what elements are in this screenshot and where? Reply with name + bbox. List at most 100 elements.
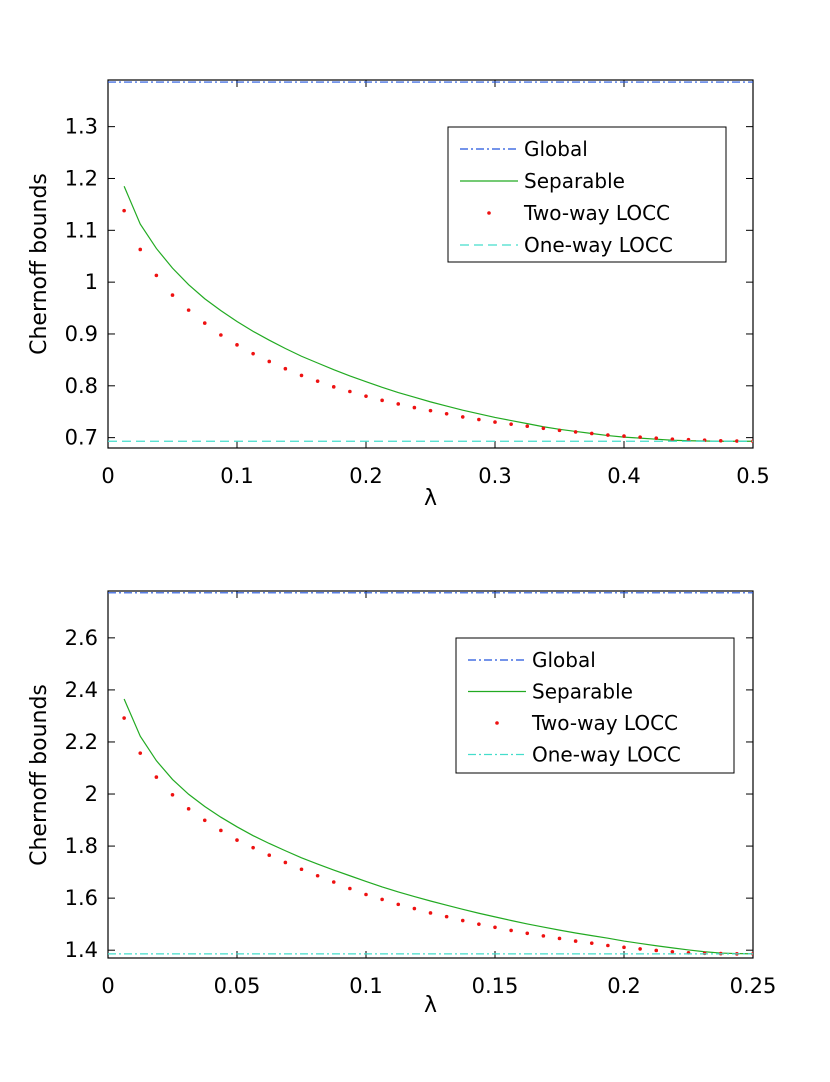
series-point-two-way-locc <box>396 902 401 907</box>
legend-label-two-way-locc: Two-way LOCC <box>523 201 670 225</box>
series-point-two-way-locc <box>525 424 530 429</box>
series-point-two-way-locc <box>589 941 594 945</box>
series-point-two-way-locc <box>718 438 723 443</box>
x-axis-label: λ <box>424 993 437 1018</box>
series-point-two-way-locc <box>202 818 207 823</box>
x-tick-label: 0 <box>101 464 114 488</box>
series-point-two-way-locc <box>444 411 449 416</box>
series-point-two-way-locc <box>186 807 191 811</box>
series-point-two-way-locc <box>428 911 433 915</box>
y-tick-label: 1.4 <box>65 938 98 962</box>
series-point-two-way-locc <box>235 343 239 347</box>
y-tick-label: 1.3 <box>65 115 98 139</box>
series-point-two-way-locc <box>460 918 465 923</box>
legend-label-global: Global <box>532 648 596 672</box>
x-tick-label: 0.5 <box>736 464 769 488</box>
series-point-two-way-locc <box>670 437 675 441</box>
series-point-two-way-locc <box>122 716 126 720</box>
x-axis-label: λ <box>424 486 437 511</box>
series-point-two-way-locc <box>154 775 159 779</box>
series-point-two-way-locc <box>573 430 578 434</box>
series-point-two-way-locc <box>460 415 465 419</box>
series-point-two-way-locc <box>557 428 562 433</box>
series-point-two-way-locc <box>654 948 659 953</box>
y-axis-label: Chernoff bounds <box>27 173 52 355</box>
series-point-two-way-locc <box>654 436 659 440</box>
series-point-two-way-locc <box>170 793 175 797</box>
y-tick-label: 1.8 <box>65 834 98 858</box>
x-tick-label: 0.2 <box>349 464 382 488</box>
series-group <box>108 592 753 956</box>
chart-panel-2: 0 0.05 0.1 0.15 0.2 0.25 1.4 1.6 1.8 2 2.2 2.4 2.6 λ C… <box>27 590 777 1018</box>
series-point-two-way-locc <box>219 828 223 833</box>
series-point-two-way-locc <box>315 873 320 878</box>
series-point-two-way-locc <box>638 947 642 951</box>
series-point-two-way-locc <box>670 949 675 954</box>
y-tick-label: 0.7 <box>65 426 98 450</box>
series-point-two-way-locc <box>735 439 739 443</box>
x-tick-label: 0.2 <box>607 974 640 998</box>
series-point-two-way-locc <box>477 922 481 926</box>
y-tick-label: 1.6 <box>65 886 98 910</box>
series-point-two-way-locc <box>267 359 272 364</box>
series-point-two-way-locc <box>428 408 433 413</box>
series-point-two-way-locc <box>444 914 449 919</box>
legend-label-separable: Separable <box>524 169 625 193</box>
series-point-two-way-locc <box>364 892 368 897</box>
series-point-two-way-locc <box>493 925 497 930</box>
series-point-two-way-locc <box>589 431 594 436</box>
series-point-two-way-locc <box>638 435 642 439</box>
series-line-separable <box>123 186 753 442</box>
series-point-two-way-locc <box>331 880 336 884</box>
series-point-two-way-locc <box>299 373 304 378</box>
series-point-two-way-locc <box>541 426 546 431</box>
series-point-two-way-locc <box>541 934 546 938</box>
series-point-two-way-locc <box>251 351 255 356</box>
series-point-two-way-locc <box>251 845 255 850</box>
y-tick-label: 1.1 <box>65 218 98 242</box>
series-point-two-way-locc <box>283 860 288 865</box>
series-group <box>108 81 753 444</box>
series-point-two-way-locc <box>315 379 320 383</box>
series-point-two-way-locc <box>138 751 143 755</box>
series-point-two-way-locc <box>348 389 352 394</box>
series-line-separable <box>123 698 753 955</box>
series-point-two-way-locc <box>331 385 336 389</box>
legend-label-one-way-locc: One-way LOCC <box>532 743 681 767</box>
series-point-two-way-locc <box>686 437 691 442</box>
series-point-two-way-locc <box>348 886 352 891</box>
series-point-two-way-locc <box>186 308 191 312</box>
legend: Global Separable Two-way LOCC One-way LOCC <box>447 126 727 263</box>
y-tick-label: 0.8 <box>65 374 98 398</box>
y-tick-label: 2 <box>85 782 98 806</box>
series-point-two-way-locc <box>283 366 288 371</box>
x-tick-label: 0 <box>101 974 114 998</box>
series-point-two-way-locc <box>122 208 126 213</box>
series-point-two-way-locc <box>138 247 143 252</box>
y-tick-label: 1 <box>85 270 98 294</box>
legend-label-two-way-locc: Two-way LOCC <box>531 711 678 735</box>
series-point-two-way-locc <box>477 417 481 422</box>
legend-swatch-two-way-locc <box>495 721 499 725</box>
series-point-two-way-locc <box>202 321 207 325</box>
series-point-two-way-locc <box>606 943 610 948</box>
x-tick-label: 0.3 <box>478 464 511 488</box>
series-point-two-way-locc <box>364 394 368 398</box>
series-point-two-way-locc <box>557 936 562 941</box>
x-tick-label: 0.1 <box>349 974 382 998</box>
series-point-two-way-locc <box>509 422 513 426</box>
series-point-two-way-locc <box>525 931 530 936</box>
series-point-two-way-locc <box>509 928 513 933</box>
series-point-two-way-locc <box>573 939 578 943</box>
series-point-two-way-locc <box>622 945 626 950</box>
x-tick-label: 0.15 <box>472 974 519 998</box>
x-tick-label: 0.1 <box>220 464 253 488</box>
series-point-two-way-locc <box>219 333 223 337</box>
x-tick-label: 0.25 <box>730 974 777 998</box>
series-point-two-way-locc <box>267 853 272 857</box>
series-point-two-way-locc <box>299 867 304 872</box>
series-point-two-way-locc <box>380 398 384 403</box>
series-point-two-way-locc <box>170 293 175 297</box>
series-point-two-way-locc <box>493 420 497 424</box>
